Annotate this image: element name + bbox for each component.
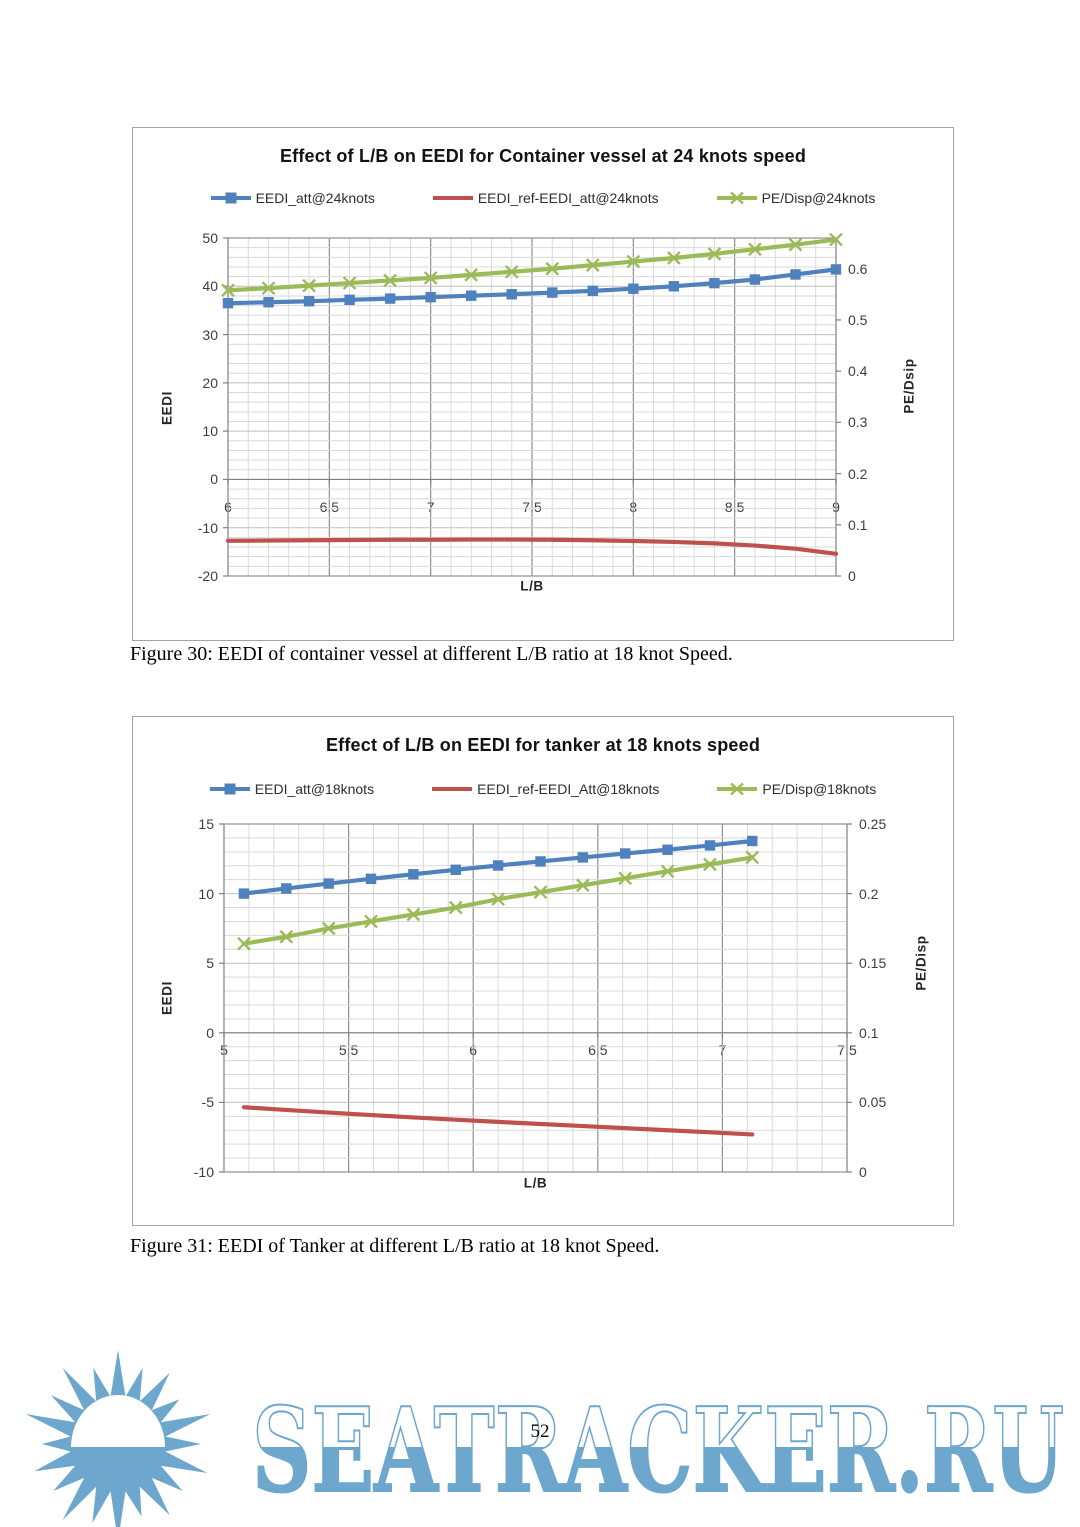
legend-item: EEDI_att@24knots	[210, 190, 375, 206]
legend-none-marker-icon	[432, 787, 473, 791]
chart-legend: EEDI_att@18knots EEDI_ref-EEDI_Att@18knot…	[133, 781, 953, 797]
y-left-tick-label: 10	[198, 885, 214, 902]
y-left-tick-label: 10	[202, 423, 218, 440]
legend-x-marker-icon	[716, 191, 757, 205]
y-right-tick-label: 0.25	[859, 816, 887, 832]
series-line	[241, 1105, 755, 1137]
y-left-tick-label: 40	[202, 278, 218, 295]
y-left-tick-label: 15	[198, 816, 214, 832]
legend-item: EEDI_ref-EEDI_att@24knots	[432, 190, 659, 206]
chart-title: Effect of L/B on EEDI for tanker at 18 k…	[325, 735, 761, 755]
y-left-tick-label: 20	[202, 374, 218, 391]
series-line	[225, 267, 839, 306]
legend-item: EEDI_att@18knots	[209, 781, 375, 797]
y-right-tick-label: 0.2	[859, 885, 879, 902]
y-right-tick-label: 0	[859, 1164, 867, 1180]
y-left-tick-label: -5	[201, 1094, 214, 1111]
legend-item: PE/Disp@24knots	[716, 190, 876, 206]
y-left-tick-label: 50	[202, 230, 218, 246]
series-line	[225, 237, 839, 293]
plot-area	[219, 823, 852, 1173]
legend-x-marker-icon	[717, 782, 758, 796]
y-left-tick-label: 0	[206, 1024, 214, 1041]
x-axis-title: L/B	[520, 578, 544, 594]
y-right-tick-label: 0.05	[859, 1094, 887, 1111]
legend-item: EEDI_ref-EEDI_Att@18knots	[432, 781, 659, 797]
y-left-tick-label: 30	[202, 326, 218, 343]
seatracker-watermark: SEATRACKER.RU	[25, 1350, 1065, 1527]
y-right-tick-label: 0	[848, 568, 856, 584]
legend-item-label: EEDI_att@24knots	[255, 190, 375, 206]
y-right-tick-label: 0.4	[848, 363, 868, 380]
y-right-tick-label: 0.1	[848, 516, 868, 533]
figure31-caption: Figure 31: EEDI of Tanker at different L…	[130, 1235, 660, 1257]
y-right-tick-label: 0.1	[859, 1024, 879, 1041]
chart-legend: EEDI_att@24knots EEDI_ref-EEDI_att@24knot…	[133, 190, 953, 206]
y-right-tick-label: 0.6	[848, 260, 868, 277]
legend-item: PE/Disp@18knots	[717, 781, 876, 797]
x-axis-title: L/B	[523, 1175, 548, 1191]
series-line	[225, 537, 839, 556]
legend-item-label: EEDI_att@18knots	[254, 781, 375, 797]
y-right-tick-label: 0.15	[859, 955, 887, 972]
legend-square-marker-icon	[209, 783, 250, 795]
figure31-chart: Effect of L/B on EEDI for tanker at 18 k…	[132, 716, 954, 1226]
y-left-tick-label: -10	[193, 1164, 214, 1180]
legend-item-label: EEDI_ref-EEDI_Att@18knots	[477, 781, 660, 797]
watermark-text: SEATRACKER.RU	[252, 1383, 1064, 1519]
y-left-tick-label: 0	[210, 471, 218, 488]
y-right-tick-label: 0.5	[848, 311, 868, 328]
legend-square-marker-icon	[210, 192, 251, 204]
y-left-tick-label: 5	[206, 955, 214, 972]
y-left-tick-label: -10	[197, 519, 218, 536]
legend-none-marker-icon	[432, 196, 473, 200]
legend-item-label: PE/Disp@18knots	[762, 781, 877, 797]
figure30-caption: Figure 30: EEDI of container vessel at d…	[130, 643, 733, 665]
chart-title: Effect of L/B on EEDI for Container vess…	[279, 146, 807, 166]
legend-item-label: PE/Disp@24knots	[761, 190, 876, 206]
page-number: 52	[530, 1421, 550, 1442]
plot-area	[221, 232, 843, 577]
y-right-tick-label: 0.3	[848, 414, 868, 431]
y-left-tick-label: -20	[197, 568, 218, 584]
legend-item-label: EEDI_ref-EEDI_att@24knots	[477, 190, 659, 206]
figure30-chart: Effect of L/B on EEDI for Container vess…	[132, 127, 954, 641]
y-right-tick-label: 0.2	[848, 465, 868, 482]
sun-icon	[25, 1350, 211, 1527]
